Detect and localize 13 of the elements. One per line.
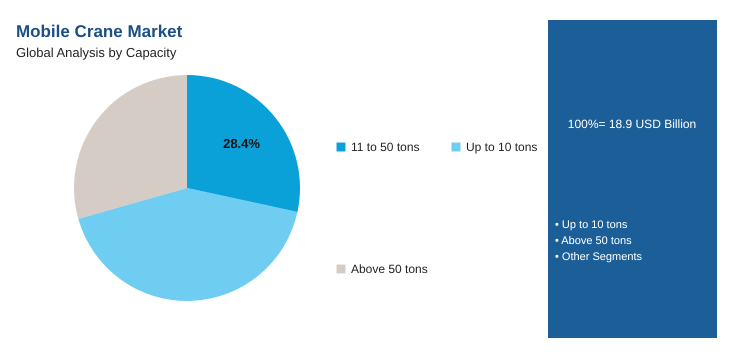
pie-slice: [78, 188, 298, 301]
pie-slice: [187, 75, 300, 212]
text: • Up to 10 tons: [555, 219, 628, 231]
legend-label: 11 to 50 tons: [351, 140, 420, 154]
pie-slice: [74, 75, 187, 219]
legend-label: Up to 10 tons: [466, 140, 538, 154]
text: • Above 50 tons: [555, 235, 632, 247]
chart-subtitle: Global Analysis by Capacity: [16, 45, 177, 60]
text: • Other Segments: [555, 251, 642, 263]
legend-label: Above 50 tons: [351, 262, 428, 276]
data-label: 28.4%: [223, 136, 260, 152]
text: 100%= 18.9 USD Billion: [568, 117, 696, 131]
chart-title: Mobile Crane Market: [16, 22, 183, 41]
